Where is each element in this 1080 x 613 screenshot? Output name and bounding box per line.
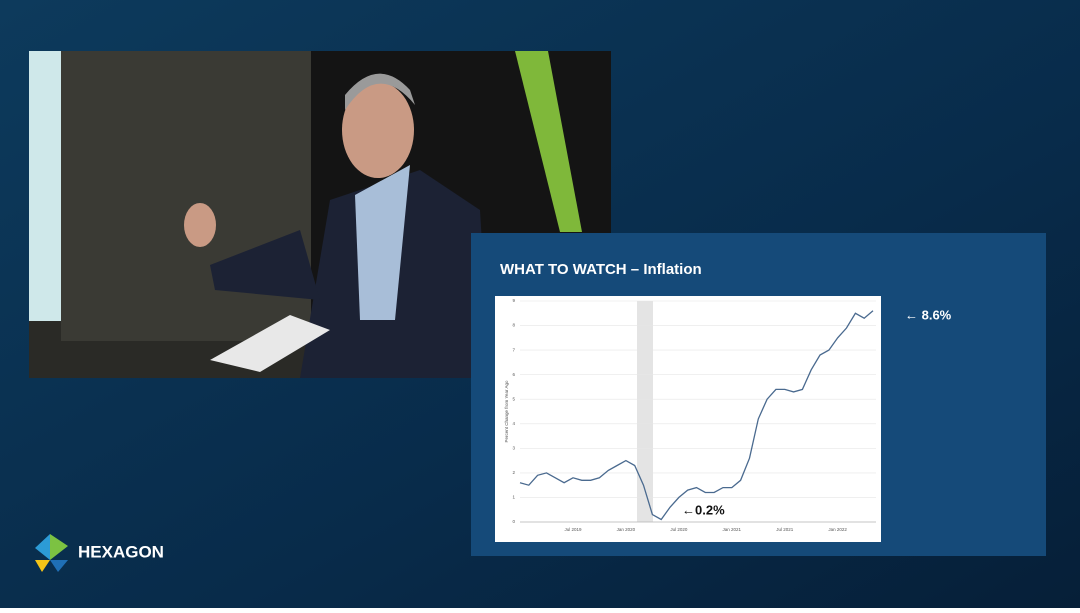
y-tick-label: 9 bbox=[512, 298, 515, 303]
x-tick-label: Jul 2019 bbox=[564, 527, 582, 532]
x-tick-label: Jan 2022 bbox=[828, 527, 847, 532]
data-line bbox=[519, 310, 874, 521]
y-tick-label: 2 bbox=[512, 470, 515, 475]
video-frame bbox=[29, 51, 611, 378]
y-axis-label: Percent Change from Year Ago bbox=[504, 380, 509, 443]
y-tick-label: 6 bbox=[512, 372, 515, 377]
annotation: ←0.2% bbox=[682, 502, 725, 517]
y-tick-label: 5 bbox=[512, 396, 515, 401]
x-tick-label: Jul 2020 bbox=[670, 527, 688, 532]
y-tick-label: 7 bbox=[512, 347, 515, 352]
y-tick-label: 3 bbox=[512, 446, 515, 451]
annotation: ← 8.6% bbox=[905, 307, 952, 322]
x-tick-label: Jan 2020 bbox=[617, 527, 636, 532]
x-tick-label: Jan 2021 bbox=[723, 527, 742, 532]
y-tick-label: 0 bbox=[512, 519, 515, 524]
slide-title: WHAT TO WATCH – Inflation bbox=[500, 261, 702, 278]
recession-band bbox=[637, 301, 653, 522]
x-tick-label: Jul 2021 bbox=[776, 527, 794, 532]
y-tick-label: 8 bbox=[512, 323, 515, 328]
logo: HEXAGON bbox=[35, 534, 164, 572]
chart-card bbox=[495, 296, 881, 542]
y-tick-label: 1 bbox=[512, 495, 515, 500]
y-tick-label: 4 bbox=[512, 421, 515, 426]
logo-text: HEXAGON bbox=[78, 542, 164, 561]
